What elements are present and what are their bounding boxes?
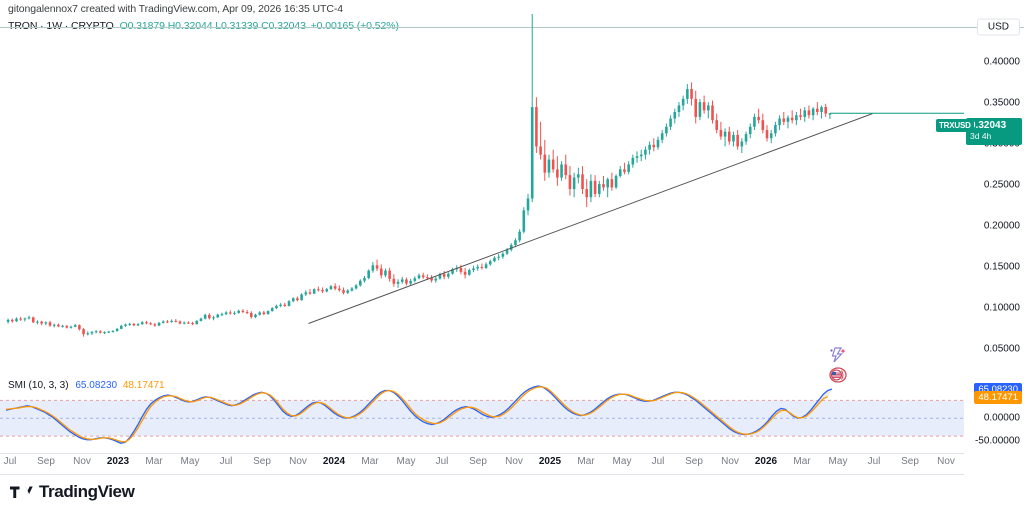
time-axis-month-label: Nov (505, 456, 523, 467)
time-axis-month-label: Jul (3, 456, 17, 467)
time-axis-month-label: Nov (289, 456, 307, 467)
chart-legend: TRON · 1W · CRYPTO O0.31879 H0.32044 L0.… (8, 20, 399, 32)
time-axis-month-label: Nov (937, 456, 955, 467)
sparkle-lightning-icon[interactable] (828, 346, 848, 364)
price-pane: USD 0.400000.350000.300000.250000.200000… (0, 14, 1024, 376)
smi-legend: SMI (10, 3, 3) 65.08230 48.17471 (8, 380, 165, 391)
time-axis[interactable]: Jul Sep Nov 2023 Mar May Jul Sep Nov 2024 Mar May Ju… (0, 454, 964, 474)
current-price-badge[interactable]: 0.32043 3d 4h (966, 118, 1022, 145)
time-axis-month-label: Nov (721, 456, 739, 467)
time-axis-year-label: 2024 (322, 456, 346, 467)
time-axis-month-label: Mar (577, 456, 595, 467)
smi-tick-label: -50.00000 (974, 435, 1020, 447)
time-axis-year-label: 2026 (754, 456, 778, 467)
time-axis-month-label: May (612, 456, 632, 467)
smi-k-value: 65.08230 (75, 380, 118, 391)
time-axis-month-label: Mar (145, 456, 163, 467)
floating-icon-group (824, 346, 852, 386)
symbol-label[interactable]: TRON · 1W · CRYPTO (8, 20, 114, 32)
time-axis-month-label: Jul (651, 456, 665, 467)
smi-pane: 65.08230 48.17471 0.00000 -50.00000 SMI (10… (0, 378, 1024, 454)
time-axis-month-label: Mar (793, 456, 811, 467)
tradingview-logo[interactable]: TradingView (10, 482, 135, 502)
time-axis-year-label: 2023 (106, 456, 130, 467)
price-tick-label: 0.20000 (983, 220, 1020, 232)
time-axis-month-label: Sep (685, 456, 703, 467)
smi-plot-area[interactable] (0, 378, 964, 454)
smi-axis[interactable]: 65.08230 48.17471 0.00000 -50.00000 (964, 378, 1024, 454)
time-axis-month-label: Nov (73, 456, 91, 467)
price-tick-label: 0.10000 (983, 302, 1020, 314)
currency-line (0, 27, 1024, 28)
tradingview-wordmark: TradingView (39, 482, 135, 501)
current-price-value: 0.32043 (970, 120, 1007, 132)
change-values: +0.00165 (+0.52%) (310, 20, 399, 32)
time-axis-month-label: Mar (361, 456, 379, 467)
smi-oscillator-svg (0, 385, 964, 444)
tradingview-mark-icon (10, 486, 33, 498)
bar-countdown: 3d 4h (970, 130, 992, 141)
time-axis-month-label: May (828, 456, 848, 467)
price-tick-label: 0.15000 (983, 261, 1020, 273)
candlestick-svg (6, 14, 964, 337)
price-tick-label: 0.25000 (983, 179, 1020, 191)
price-plot-area[interactable] (0, 14, 964, 376)
ohlc-values: O0.31879 H0.32044 L0.31339 C0.32043 (119, 20, 306, 32)
time-axis-divider (0, 453, 964, 454)
time-axis-month-label: Sep (37, 456, 55, 467)
time-axis-year-label: 2025 (538, 456, 562, 467)
smi-tick-label: 0.00000 (983, 412, 1020, 424)
us-flag-globe-icon[interactable] (828, 366, 848, 384)
time-axis-month-label: Jul (867, 456, 881, 467)
price-tick-label: 0.35000 (983, 97, 1020, 109)
time-axis-month-label: Sep (469, 456, 487, 467)
time-axis-month-label: May (396, 456, 416, 467)
smi-d-value: 48.17471 (122, 380, 165, 391)
price-axis[interactable]: USD 0.400000.350000.300000.250000.200000… (964, 14, 1024, 376)
time-axis-month-label: Sep (901, 456, 919, 467)
time-axis-month-label: Sep (253, 456, 271, 467)
attribution-text: gitongalennox7 created with TradingView.… (8, 3, 343, 15)
time-axis-month-label: Jul (219, 456, 233, 467)
currency-pill[interactable]: USD (976, 18, 1020, 36)
smi-d-badge: 48.17471 (974, 390, 1022, 404)
price-tick-label: 0.40000 (983, 56, 1020, 68)
time-axis-bottom-divider (0, 474, 964, 475)
time-axis-month-label: Jul (435, 456, 449, 467)
ticker-badge[interactable]: TRXUSD (936, 119, 974, 133)
price-tick-label: 0.05000 (983, 343, 1020, 355)
smi-title[interactable]: SMI (10, 3, 3) (8, 380, 69, 391)
time-axis-month-label: May (180, 456, 200, 467)
